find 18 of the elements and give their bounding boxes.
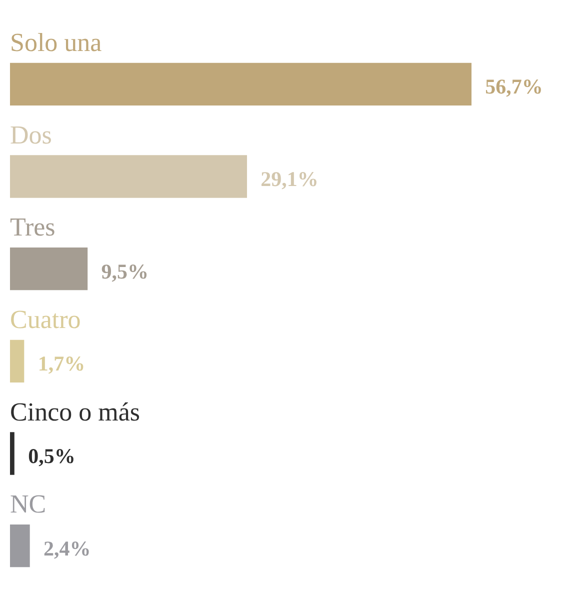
data-label: 9,5% [101,259,149,284]
bar [10,432,14,475]
bar [10,248,88,290]
y-tick-label: Solo una [10,28,102,57]
data-label: 29,1% [260,166,318,191]
y-tick-label: Cinco o más [10,397,140,426]
y-tick-label: Dos [10,120,52,150]
data-label: 0,5% [28,444,76,468]
bar [10,340,24,382]
y-tick-label: NC [10,490,46,519]
data-label: 2,4% [44,536,91,560]
y-tick-label: Cuatro [10,304,81,334]
y-tick-label: Tres [10,212,56,242]
data-label: 1,7% [38,352,86,376]
bar [10,155,248,198]
data-label: 56,7% [485,74,543,99]
bar [10,524,30,568]
bar [10,62,472,106]
